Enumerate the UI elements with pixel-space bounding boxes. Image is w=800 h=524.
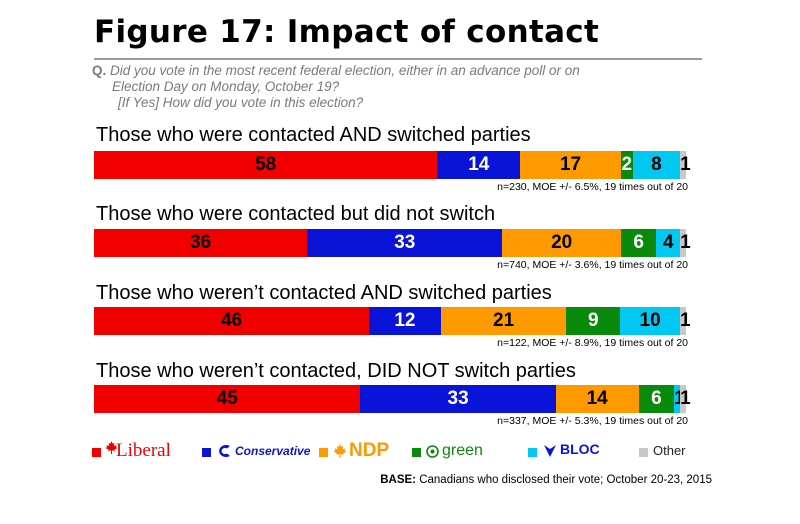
sample-note: n=122, MOE +/- 8.9%, 19 times out of 20	[497, 337, 688, 349]
group-title: Those who were contacted but did not swi…	[96, 203, 496, 225]
data-label: 6	[633, 232, 644, 253]
data-label: 36	[189, 232, 212, 253]
legend: Liberal Conservative NDP green BLOC	[92, 440, 712, 462]
bar-segment-other	[680, 229, 686, 257]
base-note: BASE: Canadians who disclosed their vote…	[380, 474, 712, 486]
sample-note: n=230, MOE +/- 6.5%, 19 times out of 20	[497, 181, 688, 193]
bar-segment-conservative	[360, 385, 556, 413]
data-label: 8	[651, 154, 662, 175]
bar-segment-ndp	[502, 229, 621, 257]
legend-label-other: Other	[653, 443, 686, 458]
data-label: 2	[621, 154, 633, 175]
sample-note: n=337, MOE +/- 5.3%, 19 times out of 20	[497, 415, 688, 427]
data-label: 1	[680, 310, 691, 331]
data-label: 58	[255, 154, 277, 175]
data-label: 1	[680, 232, 691, 253]
page-title: Figure 17: Impact of contact	[94, 14, 600, 50]
bar-segment-green	[620, 229, 657, 257]
data-label: 1	[680, 154, 691, 175]
maple-leaf-icon	[105, 441, 118, 454]
data-label: 20	[551, 232, 573, 253]
question-text: Q. Did you vote in the most recent feder…	[92, 63, 712, 111]
bar-segment-green	[620, 151, 633, 179]
bar-segment-other	[680, 385, 686, 413]
data-label: 14	[586, 388, 608, 409]
bar-segment-ndp	[440, 307, 567, 335]
bar-segment-conservative	[369, 307, 441, 335]
bar-segment-green	[566, 307, 621, 335]
question-line-2: Election Day on Monday, October 19?	[112, 79, 340, 94]
data-label: 45	[216, 388, 238, 409]
data-label: 1	[674, 385, 685, 413]
legend-swatch-liberal	[92, 448, 101, 457]
bar-segment-ndp	[555, 385, 639, 413]
data-label: 4	[662, 232, 674, 253]
legend-label-liberal: Liberal	[116, 440, 171, 461]
stacked-bar: 46 12 21 9 10 1	[94, 307, 691, 335]
title-divider	[94, 58, 702, 60]
data-label: 14	[468, 154, 490, 175]
group-title: Those who weren’t contacted, DID NOT swi…	[96, 360, 576, 382]
bar-segment-bloc	[674, 385, 681, 413]
bar-segment-bloc	[656, 229, 681, 257]
stacked-bar: 58 14 17 2 8 1	[94, 151, 691, 179]
bloc-fleur-icon	[544, 445, 556, 457]
bar-segment-liberal	[94, 307, 370, 335]
legend-swatch-bloc	[528, 448, 537, 457]
legend-swatch-conservative	[202, 448, 211, 457]
bar-segment-liberal	[94, 385, 361, 413]
legend-label-conservative: Conservative	[235, 444, 311, 458]
legend-label-green: green	[442, 442, 483, 459]
data-label: 12	[394, 310, 416, 331]
base-label: BASE:	[380, 474, 416, 486]
bar-segment-other	[680, 307, 686, 335]
bar-segment-conservative	[437, 151, 521, 179]
bar-segment-liberal	[94, 229, 308, 257]
data-label: 10	[639, 310, 661, 331]
group-title: Those who were contacted AND switched pa…	[96, 124, 531, 146]
data-label: 6	[651, 388, 662, 409]
stacked-bar: 45 33 14 611	[94, 385, 691, 413]
bar-segment-ndp	[520, 151, 621, 179]
bar-segment-liberal	[94, 151, 438, 179]
sample-note: n=740, MOE +/- 3.6%, 19 times out of 20	[497, 259, 688, 271]
legend-label-bloc: BLOC	[560, 441, 600, 457]
data-label: 33	[447, 388, 469, 409]
data-label: 17	[559, 154, 582, 175]
question-line-3: [If Yes] How did you vote in this electi…	[118, 95, 364, 110]
legend-swatch-ndp	[319, 448, 328, 457]
bar-segment-conservative	[307, 229, 503, 257]
question-prefix: Q.	[92, 63, 107, 78]
data-label: 1	[680, 388, 691, 409]
data-label: 33	[394, 232, 416, 253]
bar-segment-bloc	[620, 307, 681, 335]
green-flower-icon	[426, 445, 439, 458]
bar-segment-bloc	[632, 151, 681, 179]
group-title: Those who weren’t contacted AND switched…	[96, 282, 552, 304]
bar-segment-green	[638, 385, 675, 413]
legend-label-ndp: NDP	[349, 440, 390, 461]
orange-leaf-icon	[333, 444, 347, 458]
data-label: 21	[493, 310, 515, 331]
legend-swatch-green	[412, 448, 421, 457]
data-label: 9	[588, 310, 599, 331]
legend-swatch-other	[639, 448, 648, 457]
base-text: Canadians who disclosed their vote; Octo…	[419, 474, 712, 486]
question-line-1: Did you vote in the most recent federal …	[110, 63, 580, 78]
stacked-bar: 36 33 20 6 4 1	[94, 229, 691, 257]
bar-segment-other	[680, 151, 686, 179]
data-label: 46	[220, 310, 243, 331]
conservative-c-icon	[219, 445, 230, 457]
